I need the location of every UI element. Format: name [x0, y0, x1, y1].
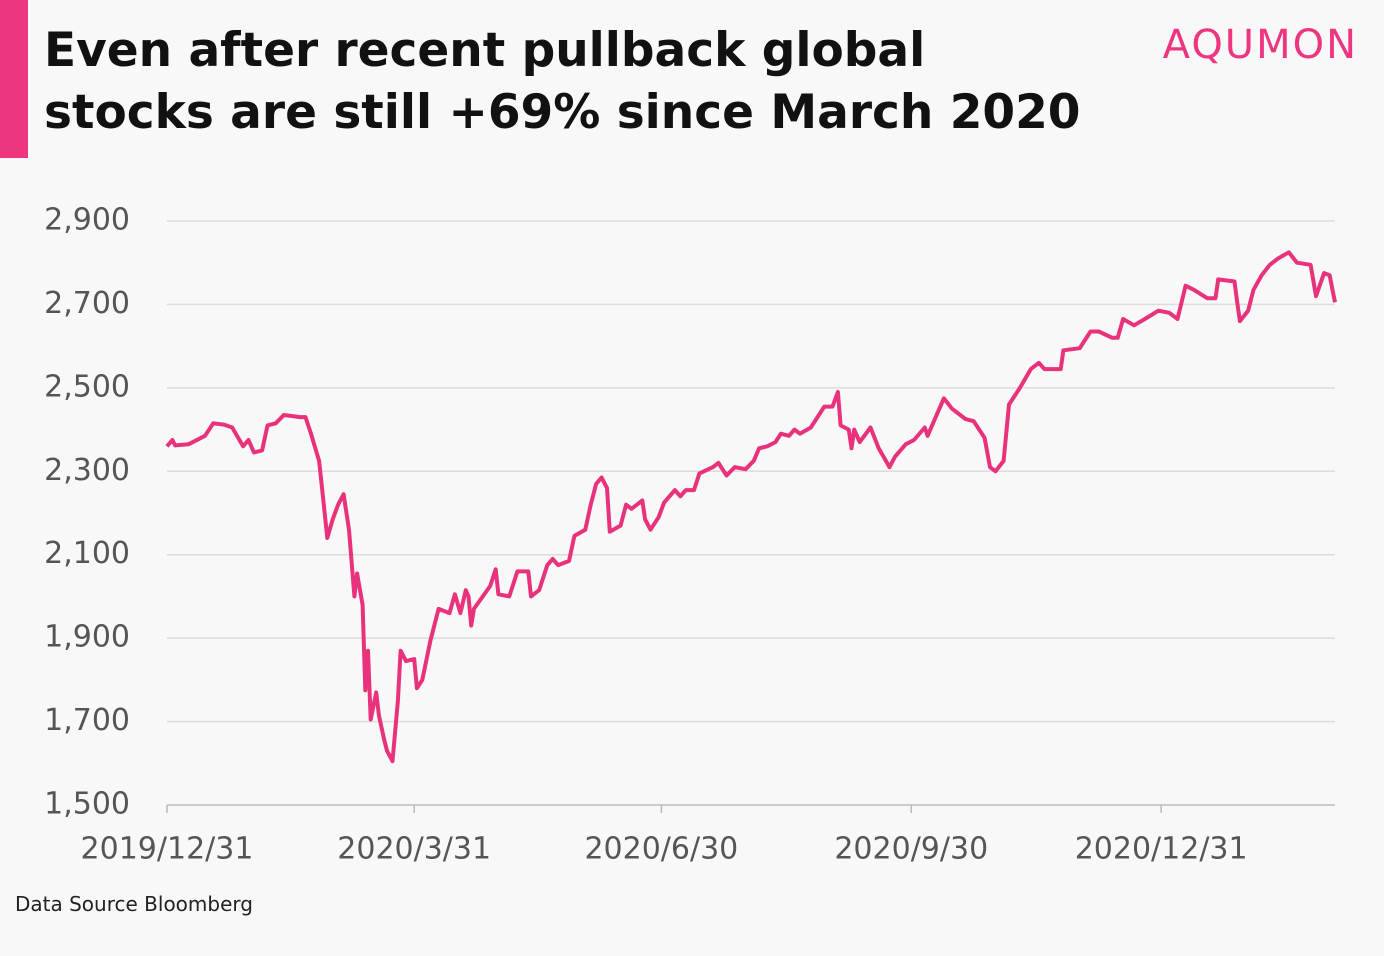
y-tick-label: 1,700 [44, 703, 130, 738]
x-tick-label: 2020/12/31 [1075, 832, 1248, 867]
x-tick-label: 2020/9/30 [834, 832, 988, 867]
y-tick-label: 2,700 [44, 286, 130, 321]
logo: AQUMON [1162, 22, 1358, 68]
y-tick-label: 1,500 [44, 787, 130, 822]
price-line [165, 250, 1337, 764]
chart-title: Even after recent pullback global stocks… [44, 23, 1081, 140]
x-tick-label: 2019/12/31 [81, 832, 254, 867]
y-tick-label: 2,100 [44, 536, 130, 571]
y-tick-label: 2,300 [44, 453, 130, 488]
x-tick-label: 2020/6/30 [584, 832, 738, 867]
accent-bar [0, 0, 28, 158]
y-tick-label: 2,900 [44, 203, 130, 238]
y-tick-label: 1,900 [44, 620, 130, 655]
x-tick-label: 2020/3/31 [337, 832, 491, 867]
y-tick-label: 2,500 [44, 369, 130, 404]
source-note: Data Source Bloomberg [15, 892, 253, 916]
